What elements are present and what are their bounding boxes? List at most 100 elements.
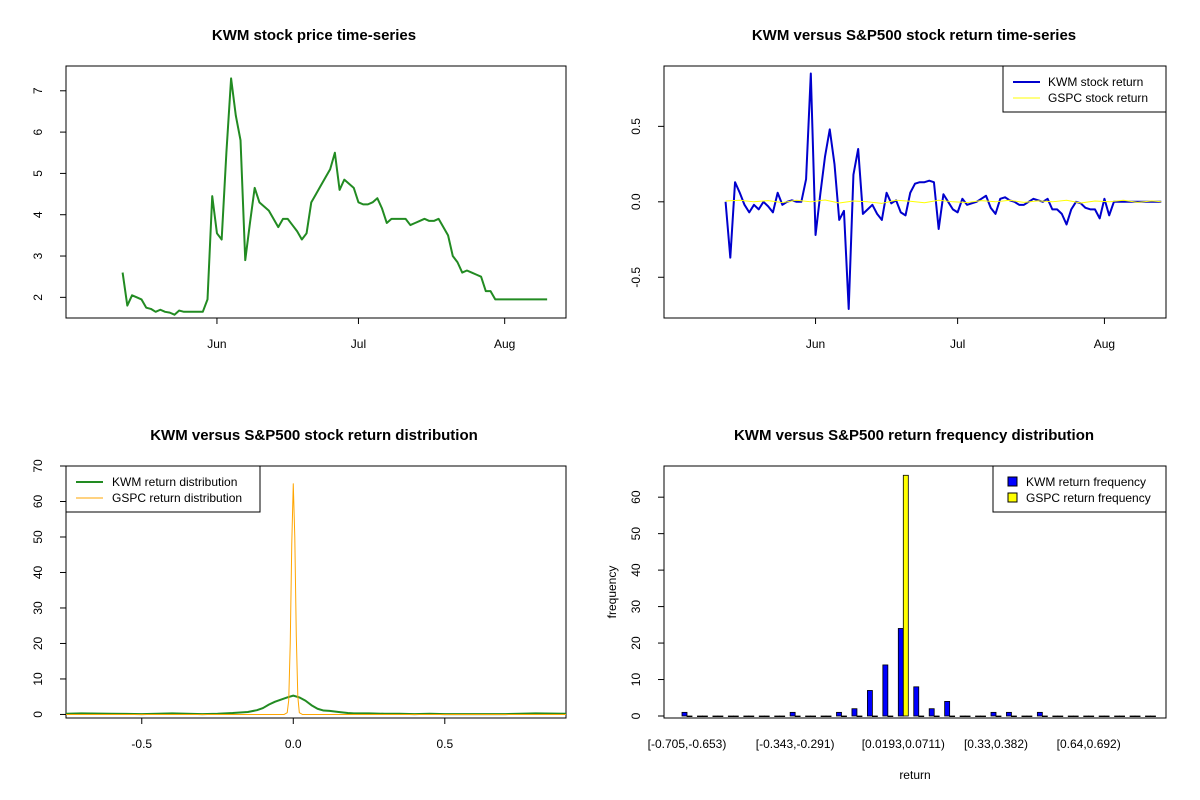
bar-gspc bbox=[686, 715, 693, 718]
y-tick-label: 0 bbox=[31, 711, 45, 718]
x-tick-label: 0.5 bbox=[436, 737, 453, 751]
y-axis-label: frequency bbox=[605, 566, 619, 619]
bar-gspc bbox=[1134, 715, 1141, 718]
x-tick-label: [0.33,0.382) bbox=[964, 737, 1028, 751]
bar-kwm bbox=[959, 715, 966, 718]
chart-return-distribution: KWM versus S&P500 stock return distribut… bbox=[31, 427, 567, 751]
y-tick-label: 7 bbox=[31, 87, 45, 94]
bar-gspc bbox=[872, 715, 878, 718]
series-line-0 bbox=[121, 77, 548, 316]
bar-gspc bbox=[702, 715, 708, 718]
bar-gspc bbox=[980, 715, 986, 718]
y-tick-label: 0.0 bbox=[629, 193, 643, 210]
y-tick-label: 0 bbox=[629, 712, 643, 719]
x-tick-label: Aug bbox=[494, 337, 515, 351]
bar-gspc bbox=[825, 715, 832, 718]
bar-kwm bbox=[867, 690, 873, 717]
legend: KWM return distribution GSPC return dist… bbox=[65, 465, 261, 513]
chart-title: KWM versus S&P500 stock return distribut… bbox=[150, 427, 478, 444]
bar-kwm bbox=[712, 715, 719, 718]
bar-gspc bbox=[841, 715, 847, 718]
x-tick-label: [-0.705,-0.653) bbox=[648, 737, 727, 751]
bar-gspc bbox=[1103, 715, 1110, 718]
series-line-1 bbox=[66, 483, 566, 715]
series-line-0 bbox=[65, 694, 567, 716]
legend-label-gspc: GSPC stock return bbox=[1048, 91, 1148, 105]
bar-kwm bbox=[727, 715, 734, 718]
y-tick-label: 60 bbox=[629, 490, 643, 504]
bar-gspc bbox=[794, 715, 801, 718]
bar-kwm bbox=[1098, 715, 1105, 718]
x-tick-label: [0.64,0.692) bbox=[1057, 737, 1121, 751]
bar-gspc bbox=[1041, 715, 1048, 718]
y-tick-label: 6 bbox=[31, 128, 45, 135]
bar-gspc bbox=[779, 715, 786, 718]
bar-kwm bbox=[789, 711, 796, 717]
x-tick-label: Jun bbox=[207, 337, 226, 351]
bar-gspc bbox=[995, 715, 1002, 718]
bar-kwm bbox=[1083, 715, 1090, 718]
bar-gspc bbox=[717, 715, 724, 718]
legend-swatch-kwm bbox=[1007, 476, 1018, 487]
bar-kwm bbox=[990, 711, 997, 717]
bar-gspc bbox=[918, 715, 925, 718]
legend-label-kwm: KWM return distribution bbox=[112, 475, 237, 489]
bar-kwm bbox=[743, 715, 750, 718]
chart-title: KWM versus S&P500 return frequency distr… bbox=[734, 427, 1094, 444]
y-tick-label: 2 bbox=[31, 294, 45, 301]
x-tick-label: Aug bbox=[1094, 337, 1115, 351]
bar-gspc bbox=[856, 715, 863, 718]
bar-kwm bbox=[836, 711, 842, 717]
bar-kwm bbox=[820, 715, 827, 718]
bar-gspc bbox=[949, 715, 956, 718]
bar-kwm bbox=[897, 628, 904, 717]
y-tick-label: 4 bbox=[31, 211, 45, 218]
legend: KWM stock return GSPC stock return bbox=[1002, 65, 1167, 113]
bar-kwm bbox=[774, 715, 781, 718]
legend-box bbox=[1002, 65, 1167, 113]
y-tick-label: 10 bbox=[31, 672, 45, 686]
bar-gspc bbox=[763, 715, 770, 718]
legend-label-kwm: KWM return frequency bbox=[1026, 475, 1146, 489]
plot-area: Jun Jul Aug 2 3 4 5 6 7 bbox=[31, 77, 548, 351]
bar-kwm bbox=[1006, 711, 1012, 717]
bar-gspc bbox=[1088, 715, 1095, 718]
bar-kwm bbox=[1036, 711, 1043, 717]
bar-gspc bbox=[887, 715, 894, 718]
y-tick-label: 5 bbox=[31, 170, 45, 177]
bar-kwm bbox=[681, 711, 688, 717]
bar-gspc bbox=[1119, 715, 1125, 718]
chart-title: KWM stock price time-series bbox=[212, 27, 416, 44]
x-tick-label: Jul bbox=[950, 337, 965, 351]
legend-label-gspc: GSPC return frequency bbox=[1026, 491, 1151, 505]
x-tick-label: 0.0 bbox=[285, 737, 302, 751]
y-tick-label: 50 bbox=[31, 530, 45, 544]
bar-kwm bbox=[1067, 715, 1074, 718]
bar-gspc bbox=[964, 715, 971, 718]
chart-return-timeseries: KWM versus S&P500 stock return time-seri… bbox=[629, 27, 1167, 351]
bar-kwm bbox=[928, 708, 935, 717]
chart-title: KWM versus S&P500 stock return time-seri… bbox=[752, 27, 1076, 44]
bar-kwm bbox=[1129, 715, 1136, 718]
bar-kwm bbox=[913, 686, 920, 717]
y-tick-label: 20 bbox=[629, 636, 643, 650]
legend-swatch-gspc bbox=[1007, 492, 1018, 503]
y-tick-label: 40 bbox=[31, 565, 45, 579]
bar-kwm bbox=[1052, 715, 1059, 718]
legend-box bbox=[992, 465, 1167, 513]
series-line-0 bbox=[724, 72, 1162, 310]
x-tick-label: Jun bbox=[806, 337, 825, 351]
plot-frame bbox=[65, 65, 567, 319]
bar-gspc bbox=[933, 715, 940, 718]
x-tick-label: [0.0193,0.0711) bbox=[862, 737, 945, 751]
plot-area: 0 10 20 30 40 50 60 70 -0.5 0.0 0.5 bbox=[31, 459, 567, 751]
y-tick-label: 60 bbox=[31, 494, 45, 508]
bar-kwm bbox=[1114, 715, 1120, 718]
y-tick-label: 30 bbox=[629, 600, 643, 614]
bar-kwm bbox=[851, 708, 858, 717]
bar-gspc bbox=[1072, 715, 1079, 718]
bar-kwm bbox=[882, 664, 889, 717]
bar-gspc bbox=[810, 715, 816, 718]
legend: KWM return frequency GSPC return frequen… bbox=[992, 465, 1167, 513]
